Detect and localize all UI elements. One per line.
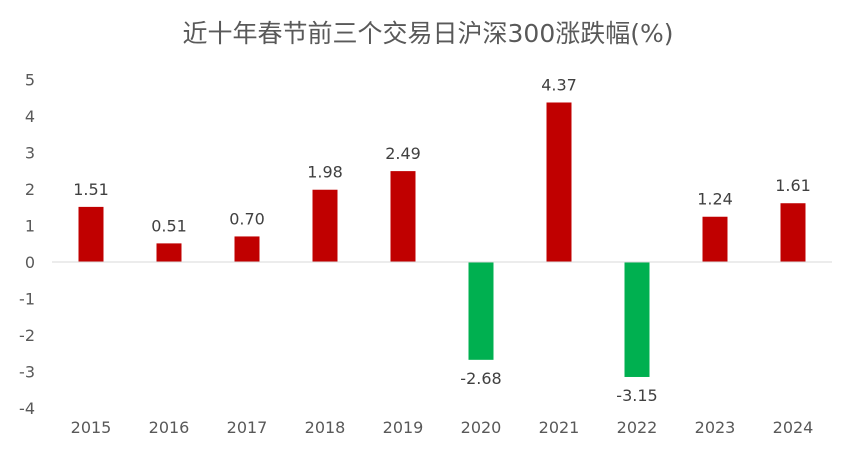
data-label: 1.24 <box>697 190 733 209</box>
bar-2021 <box>546 102 572 263</box>
y-tick-label: -3 <box>19 363 35 382</box>
data-label: 1.51 <box>73 180 109 199</box>
y-tick-label: 1 <box>25 217 35 236</box>
x-tick-label: 2016 <box>149 418 190 437</box>
bar-2015 <box>78 206 104 262</box>
data-label: 1.61 <box>775 176 811 195</box>
y-tick-label: 2 <box>25 180 35 199</box>
bar-2020 <box>468 262 494 360</box>
x-tick-label: 2020 <box>461 418 502 437</box>
y-tick-label: -4 <box>19 399 35 418</box>
bar-2016 <box>156 243 182 262</box>
x-tick-label: 2024 <box>773 418 814 437</box>
y-tick-label: 3 <box>25 144 35 163</box>
bar-2019 <box>390 171 416 262</box>
data-label: 2.49 <box>385 144 421 163</box>
x-tick-label: 2023 <box>695 418 736 437</box>
y-tick-label: -2 <box>19 326 35 345</box>
data-label: -3.15 <box>616 386 657 405</box>
data-label: 4.37 <box>541 75 577 94</box>
y-tick-label: 5 <box>25 71 35 90</box>
bar-2018 <box>312 189 338 262</box>
x-tick-label: 2021 <box>539 418 580 437</box>
data-label: -2.68 <box>460 369 501 388</box>
data-label: 0.70 <box>229 209 265 228</box>
chart-title: 近十年春节前三个交易日沪深300涨跌幅(%) <box>182 19 674 48</box>
bar-2024 <box>780 203 806 262</box>
x-tick-label: 2019 <box>383 418 424 437</box>
data-label: 1.98 <box>307 163 343 182</box>
x-tick-label: 2017 <box>227 418 268 437</box>
bar-2023 <box>702 216 728 262</box>
bar-2017 <box>234 236 260 262</box>
bar-2022 <box>624 262 650 377</box>
x-tick-label: 2018 <box>305 418 346 437</box>
y-tick-label: 0 <box>25 253 35 272</box>
x-tick-label: 2022 <box>617 418 658 437</box>
y-tick-label: -1 <box>19 290 35 309</box>
x-tick-label: 2015 <box>71 418 112 437</box>
y-tick-label: 4 <box>25 107 35 126</box>
data-label: 0.51 <box>151 216 187 235</box>
